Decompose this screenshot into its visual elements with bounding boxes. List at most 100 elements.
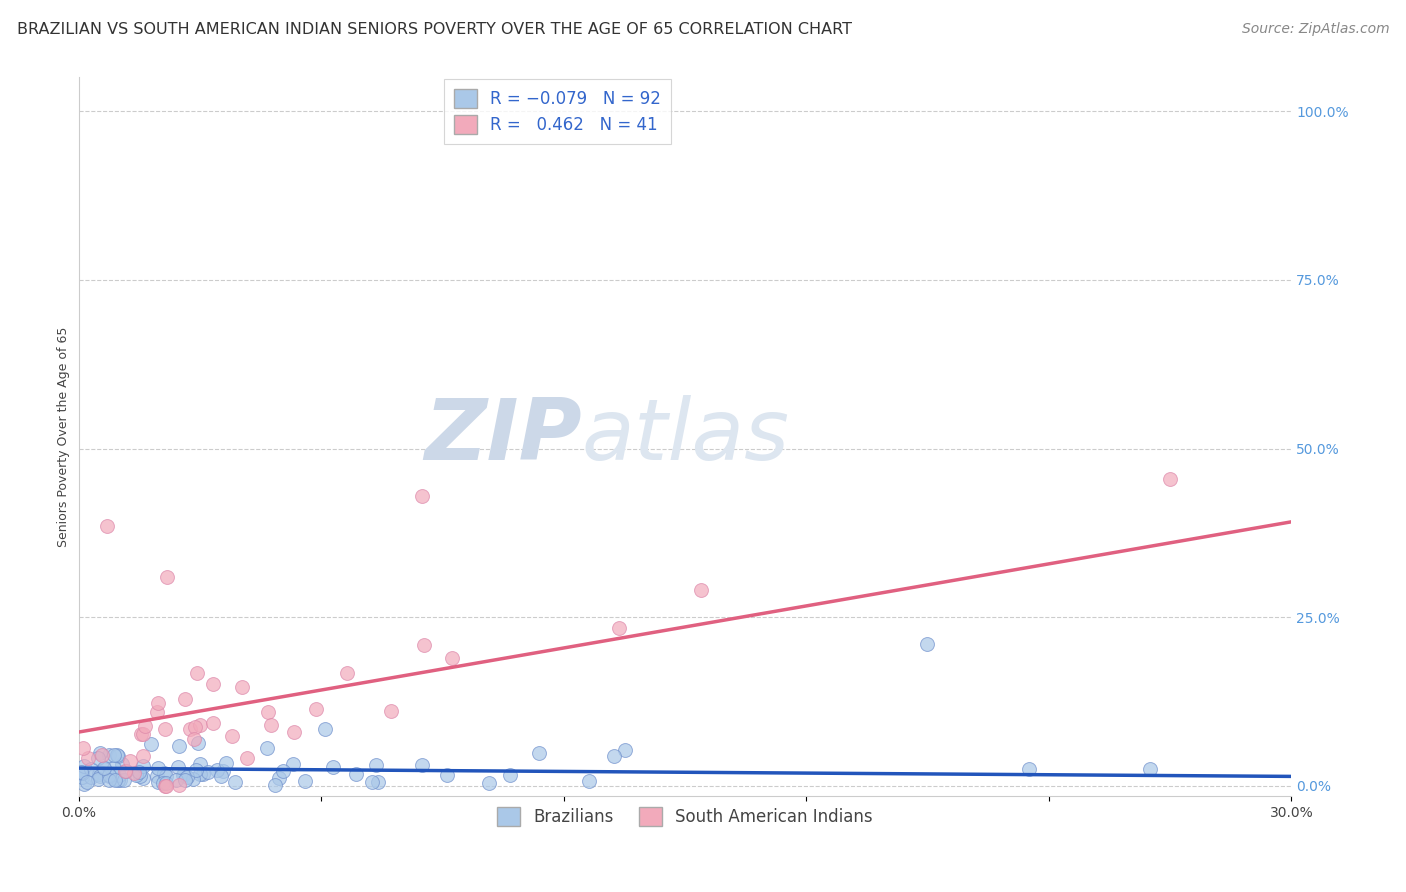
Point [165,773,187,788]
Point [89,764,111,779]
Point [224,775,246,789]
Text: atlas: atlas [582,395,790,478]
Point [917,637,939,651]
Point [98,772,121,787]
Point [188,767,211,781]
Point [191,767,214,781]
Point [111,756,134,771]
Point [183,732,205,747]
Point [411,489,433,503]
Point [131,749,153,764]
Text: BRAZILIAN VS SOUTH AMERICAN INDIAN SENIORS POVERTY OVER THE AGE OF 65 CORRELATIO: BRAZILIAN VS SOUTH AMERICAN INDIAN SENIO… [17,22,852,37]
Point [128,764,150,779]
Point [380,704,402,718]
Point [411,758,433,772]
Point [527,747,550,761]
Point [153,766,176,780]
Point [91,748,114,763]
Point [73,759,96,773]
Point [97,769,120,783]
Point [104,773,127,788]
Point [607,622,630,636]
Point [70,765,93,780]
Point [173,767,195,781]
Point [176,770,198,784]
Point [602,749,624,764]
Point [269,771,291,785]
Point [108,772,131,787]
Point [103,747,125,762]
Point [118,754,141,768]
Point [96,519,118,533]
Point [122,766,145,780]
Point [148,775,170,789]
Y-axis label: Seniors Poverty Over the Age of 65: Seniors Poverty Over the Age of 65 [58,326,70,547]
Point [283,725,305,739]
Point [131,771,153,785]
Point [235,750,257,764]
Point [131,727,153,741]
Point [107,748,129,763]
Point [436,767,458,781]
Point [169,778,191,792]
Point [187,736,209,750]
Point [145,705,167,719]
Point [73,777,96,791]
Point [72,740,94,755]
Point [305,702,328,716]
Point [186,763,208,777]
Legend: Brazilians, South American Indians: Brazilians, South American Indians [488,798,882,835]
Point [366,758,388,772]
Point [139,737,162,751]
Point [256,741,278,756]
Point [173,772,195,787]
Point [314,722,336,736]
Point [181,772,204,787]
Point [112,773,135,788]
Point [155,770,177,784]
Point [188,757,211,772]
Point [89,746,111,760]
Point [125,767,148,781]
Point [132,758,155,772]
Point [132,727,155,741]
Point [105,747,128,762]
Point [172,768,194,782]
Point [155,776,177,790]
Point [169,739,191,753]
Point [76,775,98,789]
Point [578,774,600,789]
Point [114,764,136,778]
Point [107,768,129,782]
Point [87,751,110,765]
Point [264,778,287,792]
Point [281,757,304,772]
Point [77,751,100,765]
Point [441,651,464,665]
Point [80,770,103,784]
Point [689,582,711,597]
Point [499,767,522,781]
Point [1159,472,1181,486]
Point [209,769,232,783]
Point [98,748,121,763]
Point [294,773,316,788]
Point [107,772,129,787]
Point [197,765,219,780]
Point [153,723,176,737]
Point [129,769,152,783]
Point [156,570,179,584]
Point [115,764,138,778]
Point [344,766,367,780]
Point [215,756,238,770]
Point [221,729,243,743]
Point [134,719,156,733]
Point [478,775,501,789]
Point [70,766,93,780]
Point [257,705,280,719]
Point [1018,762,1040,776]
Point [173,692,195,706]
Point [186,666,208,681]
Point [271,764,294,778]
Point [336,665,359,680]
